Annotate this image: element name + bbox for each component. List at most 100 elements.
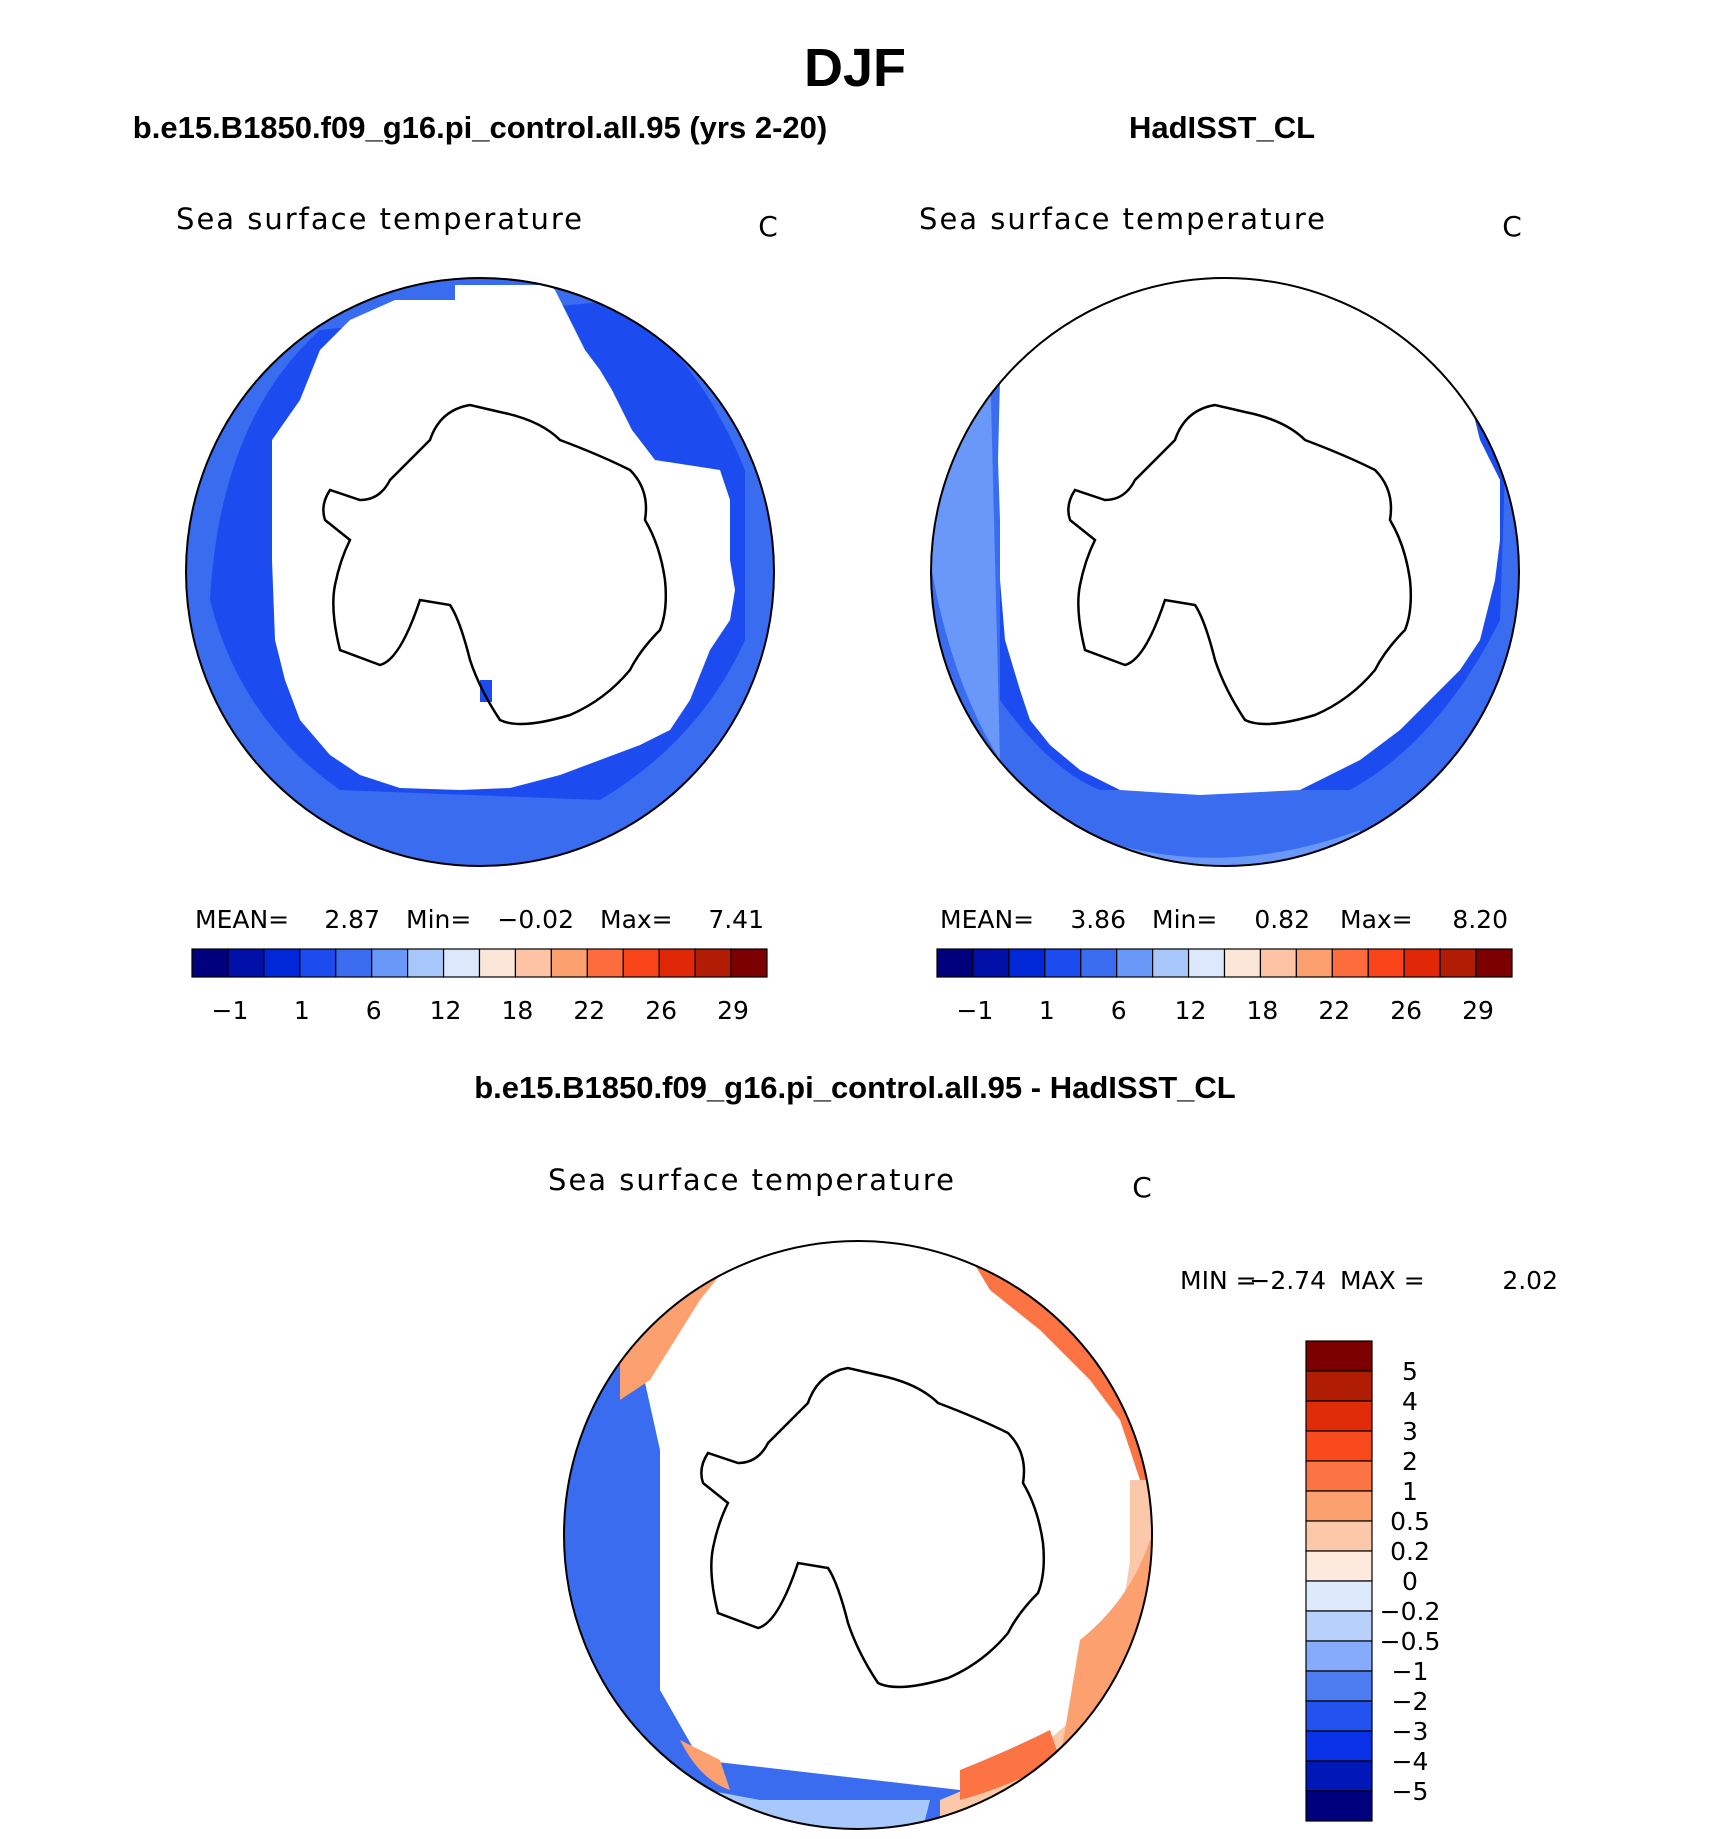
panel-obs-frame (930, 277, 1520, 867)
panel-obs-mean-label: MEAN= (940, 905, 1034, 934)
colorbar-swatch (1305, 1700, 1373, 1732)
colorbar-swatch (407, 948, 445, 978)
panel-diff-title: Sea surface temperature (548, 1163, 956, 1197)
colorbar-tick-label: 12 (430, 996, 462, 1025)
colorbar-tick-label: −1 (1392, 1657, 1429, 1686)
colorbar-swatch (478, 948, 517, 978)
panel-obs-max-label: Max= (1340, 905, 1413, 934)
panel-model-heading: b.e15.B1850.f09_g16.pi_control.all.95 (y… (133, 110, 827, 145)
colorbar-swatch (1305, 1340, 1373, 1372)
panel-model-mean-label: MEAN= (195, 905, 289, 934)
panel-model-mean-value: 2.87 (324, 905, 380, 934)
colorbar-tick-label: 2 (1402, 1447, 1418, 1476)
panel-diff-max-label: MAX = (1340, 1266, 1425, 1295)
colorbar-swatch (1305, 1550, 1373, 1582)
antarctica-coastline (700, 1366, 1046, 1689)
colorbar-swatch (586, 948, 624, 978)
sea-ice-mask (272, 285, 735, 790)
panel-diff-min-value: −2.74 (1249, 1266, 1326, 1295)
colorbar-swatch (972, 948, 1010, 978)
panel-model-min-value: −0.02 (497, 905, 574, 934)
panel-diff-map (564, 1241, 1152, 1829)
colorbar-swatch (1331, 948, 1369, 978)
ocean-positive-patch (680, 1740, 730, 1790)
panel-model: b.e15.B1850.f09_g16.pi_control.all.95 (y… (133, 110, 827, 1025)
colorbar-swatch (1305, 1610, 1373, 1642)
figure-title: DJF (804, 38, 906, 98)
colorbar-swatch (263, 948, 301, 978)
colorbar-tick-label: 26 (1390, 996, 1422, 1025)
colorbar-tick-label: 26 (645, 996, 677, 1025)
colorbar-tick-label: −2 (1392, 1687, 1429, 1716)
colorbar-tick-label: 4 (1402, 1387, 1418, 1416)
colorbar-swatch (1305, 1580, 1373, 1612)
colorbar-swatch (694, 948, 732, 978)
ocean-positive-s (960, 1730, 1060, 1800)
colorbar-tick-label: 22 (573, 996, 605, 1025)
colorbar-tick-label: 29 (717, 996, 749, 1025)
colorbar-swatch (1439, 948, 1477, 978)
colorbar-tick-label: 6 (366, 996, 382, 1025)
colorbar-swatch (1305, 1520, 1373, 1552)
colorbar-swatch (514, 948, 552, 978)
colorbar-tick-label: −0.5 (1380, 1627, 1441, 1656)
colorbar-tick-label: 29 (1462, 996, 1494, 1025)
colorbar-tick-label: 12 (1175, 996, 1207, 1025)
colorbar-tick-label: 0 (1402, 1567, 1418, 1596)
panel-model-min-label: Min= (406, 905, 471, 934)
colorbar-swatch (1305, 1370, 1373, 1402)
colorbar-tick-label: 0.2 (1390, 1537, 1430, 1566)
colorbar-tick-label: −1 (212, 996, 249, 1025)
colorbar-tick-label: 22 (1318, 996, 1350, 1025)
panel-model-max-value: 7.41 (708, 905, 764, 934)
panel-diff-units: C (1132, 1171, 1152, 1204)
colorbar-tick-label: 18 (502, 996, 534, 1025)
panel-model-frame (185, 277, 775, 867)
colorbar-swatch (1305, 1670, 1373, 1702)
panel-obs-title: Sea surface temperature (919, 202, 1327, 236)
colorbar-swatch (299, 948, 337, 978)
colorbar-swatch (622, 948, 660, 978)
colorbar-tick-label: −5 (1392, 1777, 1429, 1806)
colorbar-tick-label: 1 (1402, 1477, 1418, 1506)
colorbar-tick-label: −1 (957, 996, 994, 1025)
panel-obs-min-value: 0.82 (1254, 905, 1310, 934)
coastline-path (1067, 403, 1413, 726)
panel-model-units: C (758, 210, 778, 243)
colorbar-swatch (1152, 948, 1190, 978)
panel-obs-max-value: 8.20 (1452, 905, 1508, 934)
colorbar-swatch (658, 948, 696, 978)
panel-obs-colorbar: −1 1 6 12 18 22 26 29 (936, 948, 1513, 1025)
colorbar-swatch (730, 948, 768, 978)
panel-obs-heading: HadISST_CL (1129, 110, 1315, 145)
coastline-path (700, 1366, 1046, 1689)
panel-model-max-label: Max= (600, 905, 673, 934)
colorbar-swatch (1080, 948, 1118, 978)
colorbar-swatch (1367, 948, 1405, 978)
colorbar-swatch (371, 948, 409, 978)
ocean-negative-west (564, 1330, 960, 1829)
colorbar-swatch (1305, 1430, 1373, 1462)
colorbar-tick-label: −0.2 (1380, 1597, 1441, 1626)
colorbar-swatch (1295, 948, 1333, 978)
coastline-path (322, 403, 668, 726)
colorbar-swatch (1116, 948, 1154, 978)
colorbar-tick-label: 1 (1039, 996, 1055, 1025)
colorbar-tick-label: 18 (1247, 996, 1279, 1025)
colorbar-swatch (1475, 948, 1513, 978)
colorbar-swatch (442, 948, 481, 978)
colorbar-swatch (1259, 948, 1297, 978)
panel-diff-min-label: MIN = (1180, 1266, 1257, 1295)
panel-obs: HadISST_CL Sea surface temperature C MEA… (919, 110, 1522, 1025)
colorbar-swatch (1305, 1400, 1373, 1432)
colorbar-swatch (1305, 1760, 1373, 1792)
colorbar-swatch (1044, 948, 1082, 978)
colorbar-tick-label: 6 (1111, 996, 1127, 1025)
panel-model-colorbar: −1 1 6 12 18 22 26 29 (191, 948, 768, 1025)
panel-obs-min-label: Min= (1152, 905, 1217, 934)
colorbar-swatch (1008, 948, 1046, 978)
ocean-cell (480, 680, 492, 702)
colorbar-tick-label: 5 (1402, 1357, 1418, 1386)
panel-diff: b.e15.B1850.f09_g16.pi_control.all.95 - … (474, 1070, 1558, 1830)
